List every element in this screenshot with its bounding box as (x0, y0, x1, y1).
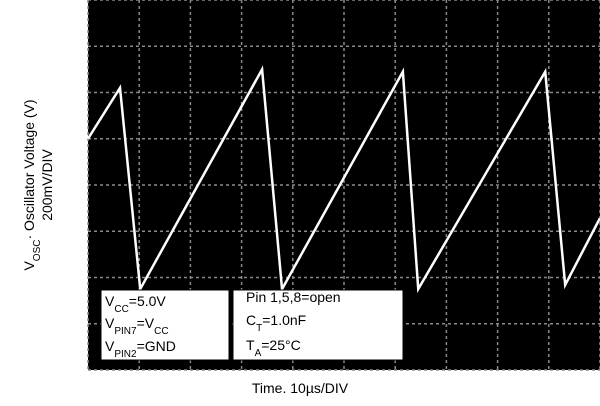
text-run: V (105, 338, 115, 354)
annotation-text: CT=1.0nF (246, 312, 306, 334)
text-run: T (246, 337, 255, 353)
text-run: V (105, 315, 115, 331)
text-run: CC (114, 304, 128, 315)
text-run: PIN7 (114, 326, 137, 337)
text-run: A (255, 348, 262, 359)
annotation-text: TA=25°C (246, 337, 301, 359)
text-run: C (246, 312, 256, 328)
text-run: =GND (137, 338, 176, 354)
text-run: =5.0V (129, 293, 167, 309)
text-run: V (105, 293, 115, 309)
text-run: PIN2 (114, 349, 137, 360)
text-run: T (256, 323, 262, 334)
waveform (86, 65, 600, 294)
annotation-text: VPIN7=VCC (105, 315, 169, 337)
y-axis-label: VOSC· Oscillator Voltage (V) (21, 99, 43, 270)
annotation-text: Pin 1,5,8=open (246, 289, 341, 305)
text-run: =25°C (261, 337, 300, 353)
text-run: OSC (32, 240, 43, 262)
text-run: Pin 1,5,8=open (246, 289, 341, 305)
text-run: =V (137, 315, 155, 331)
x-axis-label: Time. 10µs/DIV (252, 380, 349, 396)
annotation-box (100, 289, 230, 361)
text-run: =1.0nF (262, 312, 306, 328)
annotation-box (232, 289, 404, 361)
text-run: V (21, 261, 37, 271)
annotation-text: VCC=5.0V (105, 293, 166, 315)
text-run: 200mV/DIV (39, 149, 55, 221)
y-axis-label: 200mV/DIV (39, 149, 55, 221)
text-run: · Oscillator Voltage (V) (21, 99, 37, 239)
text-run: CC (154, 326, 168, 337)
annotation-text: VPIN2=GND (105, 338, 176, 360)
